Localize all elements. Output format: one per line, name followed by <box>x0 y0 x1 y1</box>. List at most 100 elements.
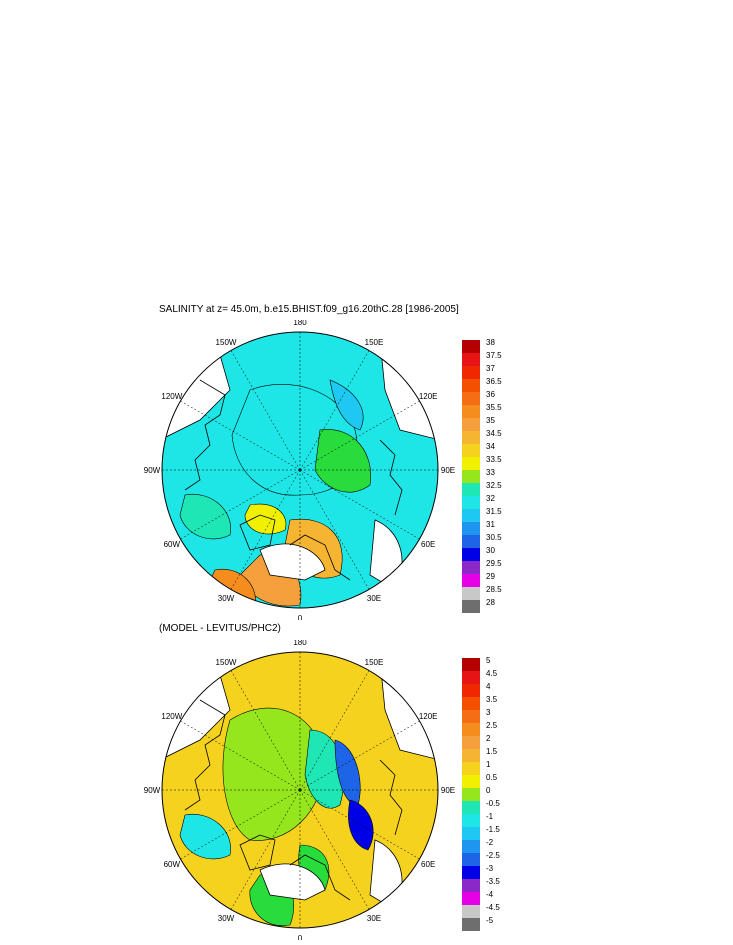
chart-title-1: SALINITY at z= 45.0m, b.e15.BHIST.f09_g1… <box>159 304 459 315</box>
colorbar-label: 4.5 <box>486 669 498 678</box>
colorbar-swatch <box>462 697 480 710</box>
colorbar-label: 29.5 <box>486 559 502 568</box>
colorbar-label: -3 <box>486 864 494 873</box>
colorbar-label: 1.5 <box>486 747 498 756</box>
colorbar-label: 34.5 <box>486 429 502 438</box>
colorbar-swatch <box>462 827 480 840</box>
colorbar-swatch <box>462 535 480 548</box>
longitude-label: 30E <box>367 594 381 603</box>
colorbar-label: 33 <box>486 468 495 477</box>
colorbar-swatch <box>462 814 480 827</box>
colorbar-swatch <box>462 509 480 522</box>
colorbar-swatch <box>462 483 480 496</box>
colorbar-swatch <box>462 522 480 535</box>
colorbar-label: 4 <box>486 682 491 691</box>
colorbar-label: 38 <box>486 338 495 347</box>
longitude-label: 150E <box>365 338 384 347</box>
colorbar-label: 31 <box>486 520 495 529</box>
colorbar-label: 31.5 <box>486 507 502 516</box>
colorbar-label: -3.5 <box>486 877 500 886</box>
longitude-label: 120W <box>161 712 182 721</box>
colorbar-label: 5 <box>486 656 491 665</box>
longitude-label: 60W <box>164 540 181 549</box>
longitude-label: 120W <box>161 392 182 401</box>
meridian-line <box>299 469 420 540</box>
region-2 <box>329 379 364 431</box>
colorbar-label: 30 <box>486 546 495 555</box>
colorbar-swatch <box>462 561 480 574</box>
coastline <box>184 699 403 901</box>
longitude-label: 120E <box>419 712 438 721</box>
colorbar-swatch <box>462 879 480 892</box>
colorbar-label: 0 <box>486 786 491 795</box>
colorbar-swatch <box>462 866 480 879</box>
colorbar-label: 29 <box>486 572 495 581</box>
colorbar-swatch <box>462 600 480 613</box>
colorbar-label: -2.5 <box>486 851 500 860</box>
meridian-line <box>299 350 370 471</box>
colorbar-swatch <box>462 840 480 853</box>
longitude-label: 90W <box>144 786 161 795</box>
colorbar-swatch <box>462 905 480 918</box>
meridian-line <box>180 400 301 471</box>
colorbar-label: 36 <box>486 390 495 399</box>
colorbar-swatch <box>462 392 480 405</box>
colorbar-label: -4 <box>486 890 494 899</box>
longitude-label: 60E <box>421 540 435 549</box>
salinity-map: 180 150W 150E 120W 120E 90W 90E 60W 60E 30W 30E 0 <box>144 320 455 620</box>
colorbar-label: 28.5 <box>486 585 502 594</box>
colorbar-label: 28 <box>486 598 495 607</box>
longitude-label: 150E <box>365 658 384 667</box>
colorbar-label: 2.5 <box>486 721 498 730</box>
coastline <box>184 379 403 581</box>
colorbar-label: -0.5 <box>486 799 500 808</box>
longitude-label: 30W <box>218 594 235 603</box>
colorbar-swatch <box>462 496 480 509</box>
longitude-label: 30W <box>218 914 235 923</box>
meridian-line <box>299 670 370 791</box>
longitude-label: 150W <box>216 338 237 347</box>
colorbar-swatch <box>462 749 480 762</box>
colorbar-swatch <box>462 723 480 736</box>
colorbar-swatch <box>462 366 480 379</box>
colorbar-label: 34 <box>486 442 495 451</box>
map-border <box>161 651 439 929</box>
region-5 <box>244 503 287 535</box>
longitude-label: 30E <box>367 914 381 923</box>
meridian-line <box>230 670 301 791</box>
meridian-line <box>180 469 301 540</box>
meridian-line <box>299 400 420 471</box>
colorbar-label: 37 <box>486 364 495 373</box>
meridian-line <box>230 789 301 910</box>
longitude-label: 90W <box>144 466 161 475</box>
meridian-line <box>299 469 370 590</box>
colorbar-label: 37.5 <box>486 351 502 360</box>
colorbar-swatch <box>462 892 480 905</box>
colorbar-swatch <box>462 671 480 684</box>
colorbar-swatch <box>462 587 480 600</box>
meridian-line <box>299 789 420 860</box>
meridian-line <box>230 469 301 590</box>
colorbar-swatch <box>462 788 480 801</box>
colorbar-swatch <box>462 405 480 418</box>
colorbar-swatch <box>462 340 480 353</box>
colorbar-swatch <box>462 574 480 587</box>
meridian-line <box>180 720 301 791</box>
longitude-label: 90E <box>441 466 455 475</box>
colorbar-swatch <box>462 801 480 814</box>
colorbar-label: 3.5 <box>486 695 498 704</box>
meridian-line <box>180 789 301 860</box>
map-border <box>161 331 439 609</box>
longitude-label: 60W <box>164 860 181 869</box>
colorbar-swatch <box>462 710 480 723</box>
colorbar-swatch <box>462 470 480 483</box>
colorbar-swatch <box>462 736 480 749</box>
longitude-label: 0 <box>298 934 303 940</box>
colorbar-label: 0.5 <box>486 773 498 782</box>
region-6 <box>179 493 231 540</box>
longitude-label: 180 <box>293 320 307 327</box>
region-4 <box>348 799 374 851</box>
colorbar-swatch <box>462 853 480 866</box>
colorbar-swatch <box>462 379 480 392</box>
colorbar-label: 1 <box>486 760 491 769</box>
